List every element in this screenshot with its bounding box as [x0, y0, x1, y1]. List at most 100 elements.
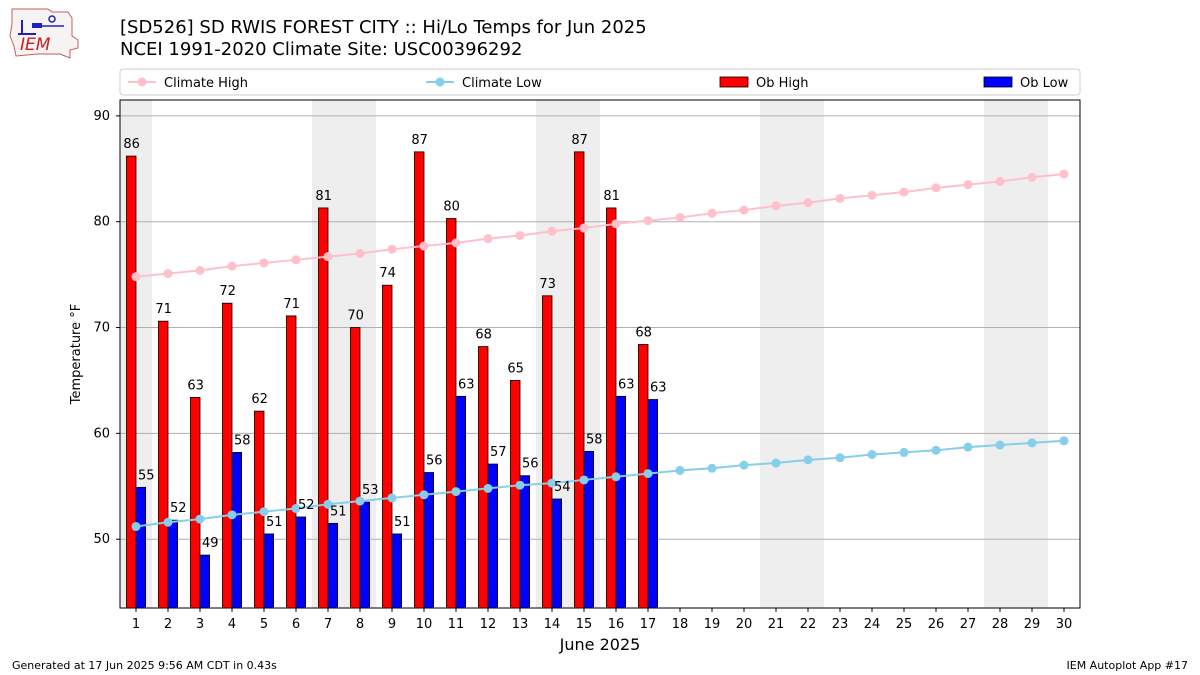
ob-high-bar	[445, 218, 457, 609]
chart-subtitle: NCEI 1991-2020 Climate Site: USC00396292	[120, 39, 523, 60]
climate-low-point	[579, 475, 589, 485]
climate-high-point	[355, 248, 365, 258]
climate-high-point	[195, 265, 205, 275]
y-tick-label: 90	[93, 109, 110, 124]
ob-low-label: 63	[650, 381, 667, 396]
ob-low-bar	[615, 395, 627, 609]
ob-high-bar	[221, 302, 233, 609]
climate-high-point	[835, 193, 845, 203]
ob-low-label: 58	[586, 432, 603, 447]
climate-low-point	[355, 496, 365, 506]
ob-low-label: 56	[426, 454, 443, 469]
x-tick-label: 8	[356, 617, 364, 632]
y-axis-label: Temperature °F	[69, 304, 84, 405]
climate-low-point	[643, 469, 653, 479]
ob-low-bar	[391, 533, 403, 609]
ob-high-label: 87	[571, 133, 588, 148]
x-tick-label: 25	[896, 617, 913, 632]
climate-low-point	[1027, 438, 1037, 448]
ob-high-bar	[285, 315, 297, 609]
ob-high-label: 81	[603, 189, 620, 204]
ob-low-label: 54	[554, 480, 571, 495]
ob-high-bar	[317, 207, 329, 609]
climate-high-point	[419, 241, 429, 251]
climate-low-point	[803, 455, 813, 465]
ob-high-label: 71	[283, 297, 300, 312]
ob-low-bar	[135, 486, 147, 609]
ob-high-label: 62	[251, 392, 268, 407]
climate-high-point	[707, 208, 717, 218]
x-tick-label: 1	[132, 617, 140, 632]
y-tick-label: 50	[93, 532, 110, 547]
climate-low-point	[675, 465, 685, 475]
x-tick-label: 13	[512, 617, 529, 632]
climate-high-point	[259, 258, 269, 268]
x-tick-label: 12	[480, 617, 497, 632]
climate-low-point	[259, 507, 269, 517]
climate-low-point	[195, 514, 205, 524]
ob-low-label: 52	[170, 501, 187, 516]
x-axis-label: June 2025	[559, 635, 641, 654]
ob-low-bar	[551, 498, 563, 609]
ob-high-label: 65	[507, 361, 524, 376]
climate-low-point	[483, 483, 493, 493]
ob-low-bar	[647, 399, 659, 609]
ob-high-label: 80	[443, 200, 460, 215]
climate-high-point	[739, 205, 749, 215]
x-tick-label: 22	[800, 617, 817, 632]
climate-low-point	[419, 490, 429, 500]
climate-high-point	[675, 212, 685, 222]
climate-high-point	[483, 234, 493, 244]
legend-label-ob_high: Ob High	[756, 76, 809, 91]
climate-low-point	[835, 453, 845, 463]
ob-high-bar	[126, 155, 137, 609]
climate-high-point	[643, 216, 653, 226]
climate-low-point	[739, 460, 749, 470]
ob-high-label: 81	[315, 189, 332, 204]
ob-high-label: 70	[347, 309, 364, 324]
x-tick-label: 14	[544, 617, 561, 632]
climate-low-point	[963, 442, 973, 452]
ob-high-bar	[574, 151, 585, 609]
ob-high-bar	[349, 327, 361, 609]
climate-high-point	[131, 272, 141, 282]
y-tick-label: 80	[93, 215, 110, 230]
climate-low-point	[771, 458, 781, 468]
x-tick-label: 11	[448, 617, 465, 632]
climate-low-point	[707, 463, 717, 473]
legend-label-climate_high: Climate High	[164, 76, 248, 91]
x-tick-label: 3	[196, 617, 204, 632]
climate-high-point	[227, 261, 237, 271]
ob-high-bar	[157, 320, 169, 609]
x-tick-label: 27	[960, 617, 977, 632]
ob-low-bar	[295, 516, 307, 609]
climate-high-point	[867, 190, 877, 200]
ob-low-label: 58	[234, 433, 251, 448]
ob-low-bar	[327, 522, 339, 609]
climate-high-point	[1059, 169, 1069, 179]
climate-low-line	[135, 439, 1065, 528]
climate-high-line	[135, 173, 1065, 278]
x-tick-label: 7	[324, 617, 332, 632]
ob-high-label: 63	[187, 378, 204, 393]
weekend-shade	[760, 100, 792, 608]
ob-low-bar	[583, 450, 595, 609]
ob-low-label: 56	[522, 457, 539, 472]
ob-low-bar	[231, 452, 243, 609]
weekend-shade	[792, 100, 824, 608]
ob-low-bar	[455, 395, 467, 609]
ob-high-label: 74	[379, 266, 396, 281]
climate-low-point	[227, 510, 237, 520]
climate-high-point	[547, 226, 557, 236]
ob-high-bar	[381, 284, 393, 609]
x-tick-label: 19	[704, 617, 721, 632]
climate-low-point	[867, 450, 877, 460]
ob-high-label: 73	[539, 277, 556, 292]
x-tick-label: 20	[736, 617, 753, 632]
climate-high-point	[451, 238, 461, 248]
ob-high-label: 86	[123, 137, 140, 152]
x-tick-label: 29	[1024, 617, 1041, 632]
ob-low-bar	[263, 533, 275, 609]
app-credit: IEM Autoplot App #17	[1066, 659, 1189, 672]
